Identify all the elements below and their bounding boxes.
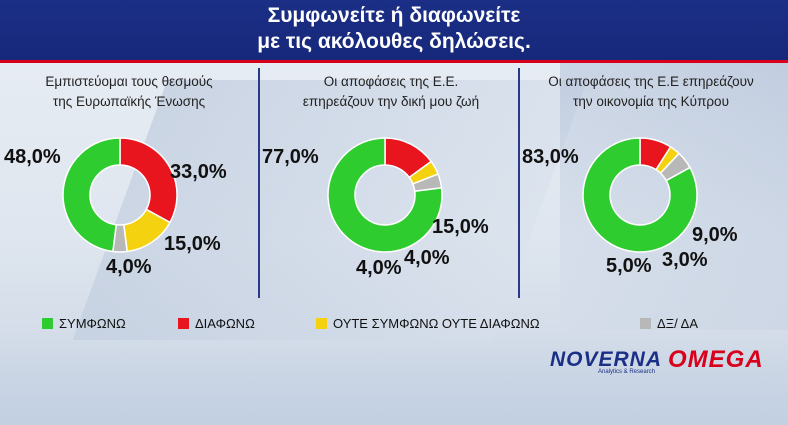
omega-logo: OMEGA — [668, 346, 764, 373]
data-label-disagree: 9,0% — [692, 224, 738, 246]
data-label-disagree: 33,0% — [170, 161, 227, 183]
panel-divider — [258, 68, 260, 298]
chart2-title: Οι αποφάσεις της Ε.Ε. επηρεάζουν την δικ… — [262, 72, 520, 112]
legend-item-agree: ΣΥΜΦΩΝΩ — [42, 312, 126, 334]
chart1-title-line1: Εμπιστεύομαι τους θεσμούς — [45, 74, 213, 89]
noverna-logo-subtitle: Analytics & Research — [598, 369, 656, 375]
noverna-logo: NOVERNA — [550, 348, 663, 371]
header-title-line1: Συμφωνείτε ή διαφωνείτε — [267, 4, 521, 27]
legend-swatch — [316, 317, 327, 329]
data-label-neither: 3,0% — [662, 249, 708, 271]
data-label-dk: 4,0% — [404, 247, 450, 269]
chart1-title-line2: της Ευρωπαϊκής Ένωσης — [52, 94, 206, 109]
panel-divider — [518, 68, 520, 298]
chart1-title: Εμπιστεύομαι τους θεσμούς της Ευρωπαϊκής… — [0, 72, 258, 112]
legend-label: ΣΥΜΦΩΝΩ — [59, 315, 126, 331]
data-label-disagree: 15,0% — [432, 216, 489, 238]
legend-label: ΔΞ/ ΔΑ — [657, 315, 698, 331]
bottom-band — [0, 338, 788, 425]
slice-agree — [582, 137, 698, 253]
legend-label: ΔΙΑΦΩΝΩ — [195, 315, 255, 331]
chart3-title-line1: Οι αποφάσεις της Ε.Ε επηρεάζουν — [548, 74, 754, 89]
slice-disagree — [119, 137, 178, 224]
chart3-title-line2: την οικονομία της Κύπρου — [573, 94, 729, 109]
data-label-agree: 83,0% — [522, 146, 579, 168]
slice-agree — [327, 137, 443, 253]
data-label-dk: 5,0% — [606, 255, 652, 277]
legend-item-disagree: ΔΙΑΦΩΝΩ — [178, 312, 255, 334]
chart2-title-line2: επηρεάζουν την δική μου ζωή — [302, 94, 480, 109]
legend-item-neither: ΟΥΤΕ ΣΥΜΦΩΝΩ ΟΥΤΕ ΔΙΑΦΩΝΩ — [316, 312, 540, 334]
data-label-agree: 48,0% — [4, 146, 61, 168]
legend-item-dk: ΔΞ/ ΔΑ — [640, 312, 698, 334]
legend-swatch — [178, 317, 189, 329]
data-label-neither: 15,0% — [164, 233, 221, 255]
donut-chart-2: 77,0% 15,0% 4,0% 4,0% — [262, 137, 489, 279]
data-label-neither: 4,0% — [356, 257, 402, 279]
legend-swatch — [640, 317, 651, 329]
header-title-line2: με τις ακόλουθες δηλώσεις. — [257, 30, 531, 53]
donut-chart-3: 83,0% 9,0% 3,0% 5,0% — [522, 137, 738, 277]
header-banner: Συμφωνείτε ή διαφωνείτε με τις ακόλουθες… — [0, 0, 788, 63]
data-label-dk: 4,0% — [106, 256, 152, 278]
legend-swatch — [42, 317, 53, 329]
chart2-title-line1: Οι αποφάσεις της Ε.Ε. — [323, 74, 459, 89]
legend-label: ΟΥΤΕ ΣΥΜΦΩΝΩ ΟΥΤΕ ΔΙΑΦΩΝΩ — [333, 315, 540, 331]
slice-agree — [62, 137, 121, 253]
donut-chart-1: 48,0% 33,0% 15,0% 4,0% — [4, 137, 227, 278]
chart3-title: Οι αποφάσεις της Ε.Ε επηρεάζουν την οικο… — [522, 72, 780, 112]
data-label-agree: 77,0% — [262, 146, 319, 168]
